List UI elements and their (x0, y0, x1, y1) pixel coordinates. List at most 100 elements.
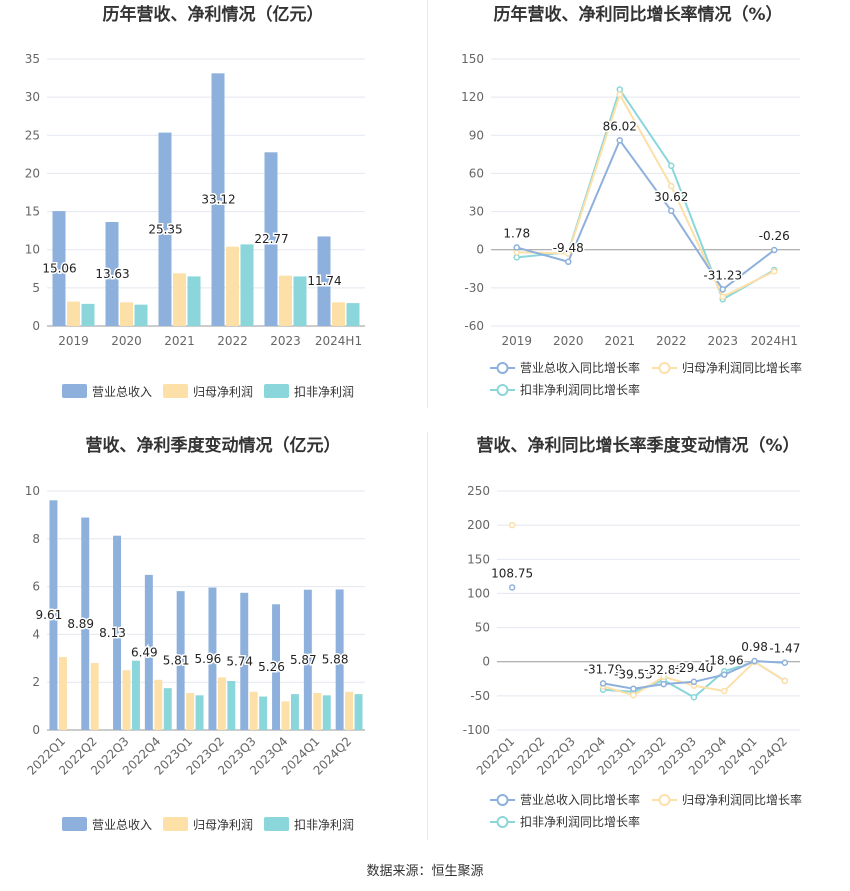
legend-swatch (264, 384, 289, 398)
data-point (565, 258, 572, 266)
data-point (721, 671, 728, 678)
legend-swatch (62, 384, 87, 398)
x-tick-label: 2021 (164, 334, 195, 348)
data-label: 13.63 (95, 267, 129, 281)
bar-nonrecurring-profit (81, 303, 95, 326)
y-tick-label: 90 (469, 128, 484, 142)
legend-swatch (264, 817, 289, 831)
data-label: 108.75 (491, 566, 533, 580)
bar-revenue (176, 591, 185, 730)
data-point (668, 207, 675, 215)
data-label: -29.40 (675, 661, 714, 675)
y-tick-label: 0 (482, 655, 490, 669)
y-tick-label: 0 (476, 243, 484, 257)
data-point (781, 659, 789, 666)
y-tick-label: 150 (461, 52, 484, 66)
bar-parent-profit (279, 275, 292, 326)
legend-marker (496, 362, 509, 374)
bar-parent-profit (58, 657, 67, 730)
bar-revenue (240, 592, 249, 730)
data-point (771, 246, 778, 254)
y-tick-label: 15 (25, 205, 40, 219)
bar-revenue (208, 587, 217, 730)
bar-revenue (49, 500, 58, 730)
x-tick-label: 2022 (217, 334, 248, 348)
legend-swatch (163, 384, 188, 398)
x-tick-label: 2022 (656, 334, 687, 348)
data-point (508, 584, 516, 591)
data-label: -39.53 (614, 668, 653, 682)
data-point (781, 677, 789, 685)
bar-revenue (105, 222, 119, 326)
x-tick-label: 2019 (58, 334, 89, 348)
y-tick-label: 30 (25, 90, 40, 104)
chart-title: 营收、净利同比增长率季度变动情况（%） (476, 435, 799, 456)
data-label: 15.06 (42, 262, 76, 276)
y-tick-label: 25 (25, 128, 40, 142)
bar-parent-profit (67, 301, 80, 326)
data-point (660, 673, 667, 680)
chart-title: 历年营收、净利同比增长率情况（%） (493, 4, 782, 25)
bar-parent-profit (122, 670, 131, 730)
y-tick-label: 0 (32, 319, 40, 333)
data-label: 5.26 (258, 660, 285, 674)
data-point (508, 521, 516, 529)
data-point (719, 293, 726, 301)
bar-nonrecurring-profit (195, 695, 204, 730)
y-tick-label: 200 (467, 518, 490, 532)
data-label: 5.87 (290, 653, 317, 667)
data-label: 8.89 (67, 617, 94, 631)
data-point (660, 680, 667, 688)
data-label: 9.61 (36, 608, 63, 622)
y-tick-label: 60 (469, 166, 484, 180)
x-tick-label: 2020 (553, 334, 584, 348)
y-tick-label: -30 (464, 281, 484, 295)
legend-label: 营业总收入 (92, 818, 152, 832)
data-label: 5.88 (322, 653, 349, 667)
legend-marker (496, 794, 509, 806)
legend-label: 扣非净利润 (294, 385, 354, 399)
data-label: 22.77 (254, 232, 288, 246)
legend-swatch (62, 817, 87, 831)
y-tick-label: -100 (463, 723, 490, 737)
data-point (771, 268, 778, 275)
bar-nonrecurring-profit (290, 694, 299, 730)
bar-revenue (211, 73, 225, 327)
chart-title: 历年营收、净利情况（亿元） (103, 4, 324, 25)
legend-label: 扣非净利润同比增长率 (520, 814, 640, 829)
y-tick-label: 120 (461, 90, 484, 104)
legend-marker (658, 794, 671, 806)
y-tick-label: 150 (467, 552, 490, 566)
legend-label: 扣非净利润同比增长率 (520, 382, 640, 397)
data-point (616, 137, 623, 144)
data-label: 0.98 (741, 640, 768, 654)
series-line (516, 92, 775, 299)
bar-revenue (158, 132, 172, 326)
legend-label: 归母净利润同比增长率 (682, 360, 802, 375)
data-label: -0.26 (759, 229, 790, 243)
data-point (719, 286, 726, 293)
data-label: -32.89 (644, 663, 683, 677)
data-label: -1.47 (769, 642, 800, 656)
data-point (721, 687, 728, 695)
x-tick-label: 2021 (604, 334, 635, 348)
data-point (513, 244, 520, 251)
bar-nonrecurring-profit (163, 688, 172, 730)
y-tick-label: 30 (469, 205, 484, 219)
data-point (751, 657, 758, 665)
chart-2: 历年营收、净利同比增长率情况（%） -60 -30 0 30 60 90 120 150 2019… (461, 4, 802, 397)
bar-nonrecurring-profit (240, 244, 254, 326)
bar-nonrecurring-profit (134, 304, 148, 326)
bar-nonrecurring-profit (131, 660, 140, 730)
bar-revenue (52, 211, 66, 326)
legend-label: 扣非净利润 (294, 818, 354, 832)
bar-revenue (264, 152, 278, 326)
bar-parent-profit (226, 246, 239, 326)
data-label: 33.12 (201, 193, 235, 207)
bar-parent-profit (332, 302, 345, 326)
data-label: 30.62 (654, 190, 688, 204)
legend-swatch (163, 817, 188, 831)
divider-bottom (427, 432, 428, 840)
data-label: 6.49 (131, 645, 158, 659)
bar-parent-profit (345, 691, 354, 730)
